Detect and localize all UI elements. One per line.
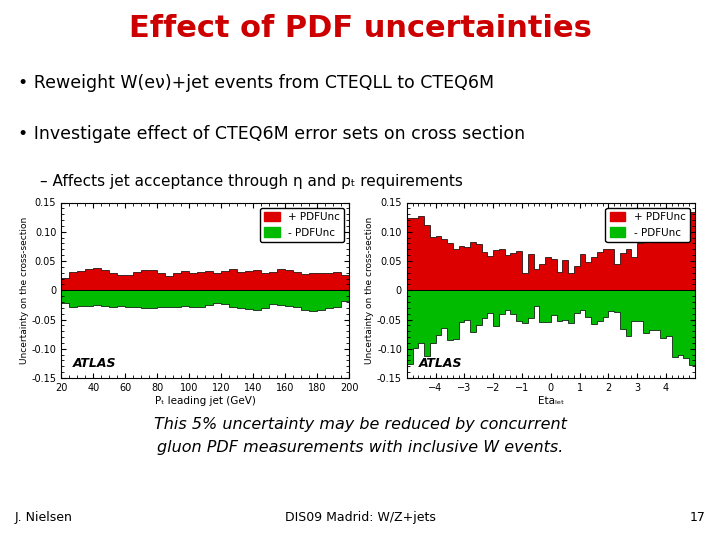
Text: DIS09 Madrid: W/Z+jets: DIS09 Madrid: W/Z+jets [284, 510, 436, 524]
Text: ATLAS: ATLAS [418, 357, 462, 370]
Y-axis label: Uncertainty on the cross-section: Uncertainty on the cross-section [365, 217, 374, 364]
Legend: + PDFUnc, - PDFUnc: + PDFUnc, - PDFUnc [606, 208, 690, 242]
X-axis label: Pₜ leading jet (GeV): Pₜ leading jet (GeV) [155, 396, 256, 406]
Text: Effect of PDF uncertainties: Effect of PDF uncertainties [129, 14, 591, 43]
Text: J. Nielsen: J. Nielsen [14, 510, 72, 524]
Text: – Affects jet acceptance through η and pₜ requirements: – Affects jet acceptance through η and p… [40, 174, 462, 189]
Y-axis label: Uncertainty on the cross-section: Uncertainty on the cross-section [19, 217, 29, 364]
Text: • Reweight W(eν)+jet events from CTEQLL to CTEQ6M: • Reweight W(eν)+jet events from CTEQLL … [18, 74, 494, 92]
Text: • Investigate effect of CTEQ6M error sets on cross section: • Investigate effect of CTEQ6M error set… [18, 125, 525, 143]
Legend: + PDFUnc, - PDFUnc: + PDFUnc, - PDFUnc [260, 208, 344, 242]
Text: ATLAS: ATLAS [73, 357, 116, 370]
Text: This 5% uncertainty may be reduced by concurrent
gluon PDF measurements with inc: This 5% uncertainty may be reduced by co… [153, 417, 567, 455]
Text: 17: 17 [690, 510, 706, 524]
X-axis label: Etaₗₑₜ: Etaₗₑₜ [538, 396, 564, 406]
